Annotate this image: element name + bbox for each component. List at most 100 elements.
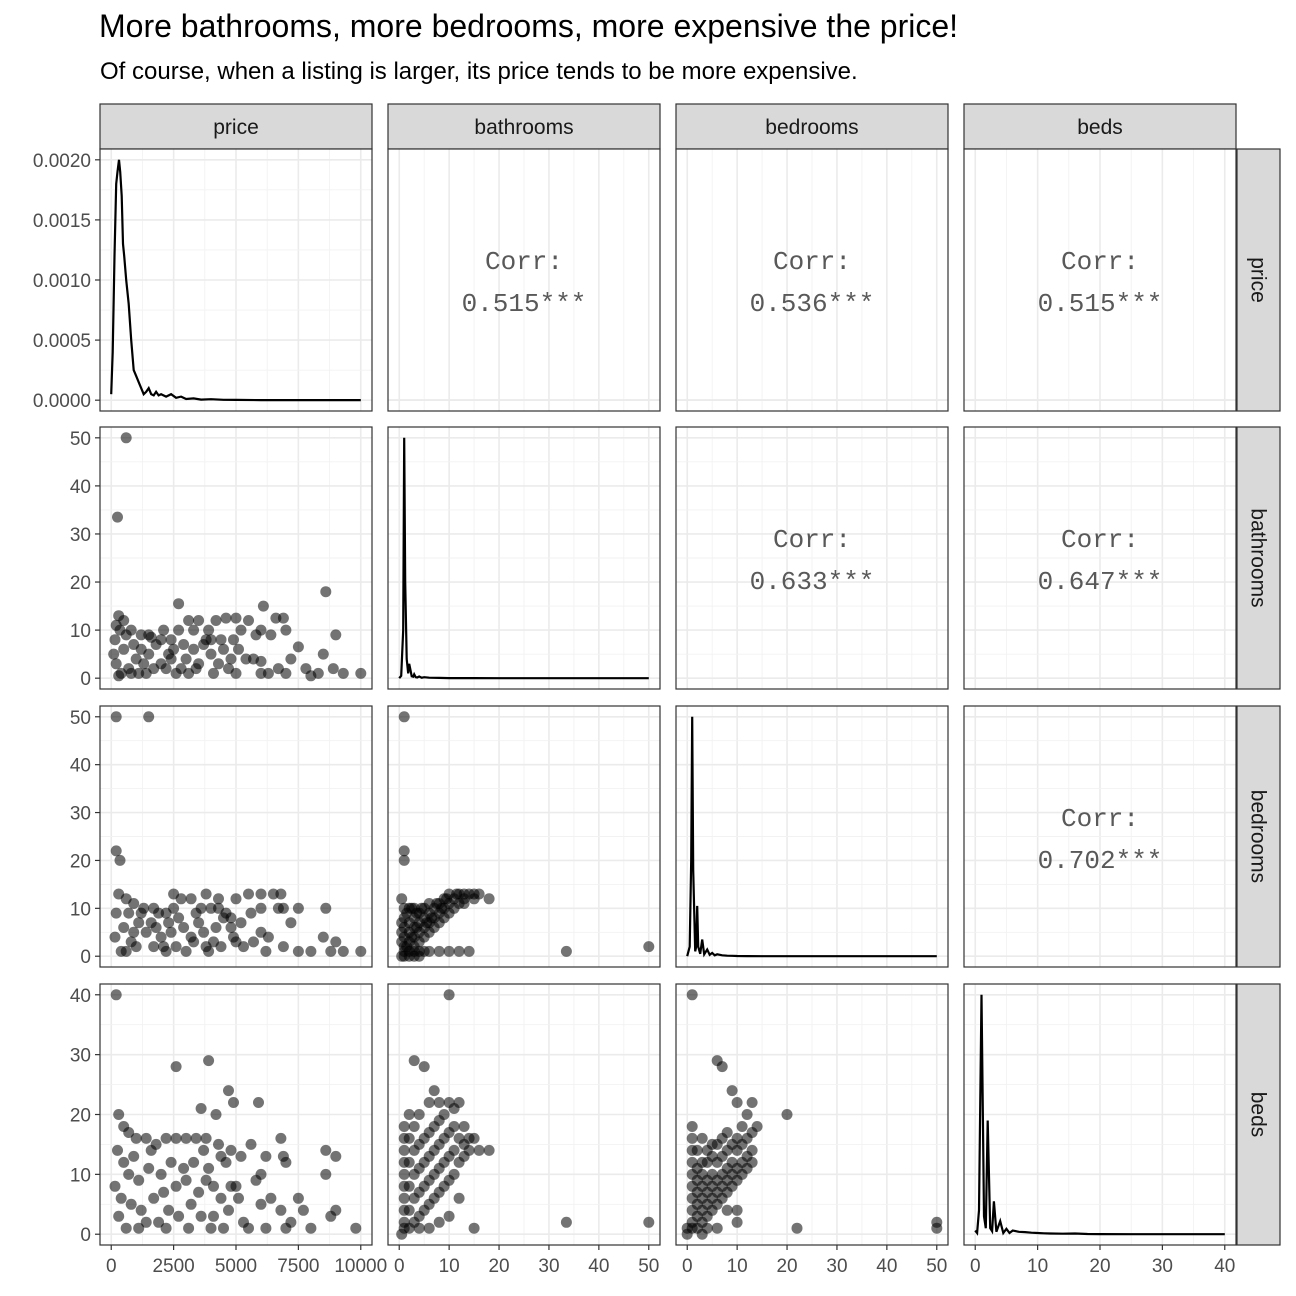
x-tick-label: 2500 <box>152 1256 194 1277</box>
scatter-point <box>160 1222 172 1234</box>
scatter-point <box>458 1121 470 1132</box>
panel-border <box>675 426 949 690</box>
chart-subtitle: Of course, when a listing is larger, its… <box>100 58 858 85</box>
scatter-point <box>113 1109 125 1120</box>
strip-top-label-price: price <box>213 116 259 139</box>
y-tick-label: 0.0005 <box>33 331 91 352</box>
scatter-point <box>128 926 140 938</box>
scatter-point <box>681 1222 693 1234</box>
scatter-point <box>330 1150 342 1162</box>
x-tick-label: 50 <box>926 1256 947 1277</box>
x-tick-label: 30 <box>538 1256 559 1277</box>
y-tick-label: 0.0000 <box>33 391 91 412</box>
panel-beds-bathrooms <box>387 983 661 1246</box>
scatter-point <box>140 926 152 938</box>
x-tick-label: 40 <box>1214 1256 1235 1277</box>
scatter-point <box>160 945 172 957</box>
scatter-point <box>243 888 254 900</box>
scatter-point <box>203 945 215 957</box>
scatter-point <box>180 653 192 665</box>
scatter-point <box>253 1097 264 1108</box>
scatter-point <box>193 1186 205 1198</box>
scatter-point <box>691 1144 703 1156</box>
scatter-point <box>143 711 155 723</box>
chart-title: More bathrooms, more bedrooms, more expe… <box>99 8 959 44</box>
scatter-point <box>110 845 122 857</box>
x-tick-label: 0 <box>682 1256 693 1277</box>
panel-bathrooms-bedrooms: Corr: 0.633*** <box>675 426 949 690</box>
scatter-point <box>183 1222 195 1234</box>
scatter-point <box>238 941 249 953</box>
strip-top-label-bedrooms: bedrooms <box>765 116 858 139</box>
scatter-point <box>213 1138 224 1150</box>
scatter-point <box>195 1210 207 1222</box>
scatter-point <box>133 1222 145 1234</box>
corr-value: 0.702*** <box>1038 846 1163 876</box>
scatter-point <box>203 1162 215 1174</box>
x-tick-label: 0 <box>970 1256 981 1277</box>
panel-border <box>963 705 1237 968</box>
scatter-point <box>721 1127 733 1138</box>
density-line-beds <box>974 994 1225 1236</box>
scatter-point <box>317 648 329 660</box>
scatter-point <box>218 1222 229 1234</box>
scatter-point <box>396 926 408 938</box>
scatter-point <box>686 989 698 1001</box>
scatter-point <box>297 1204 309 1216</box>
scatter-point <box>463 1144 475 1156</box>
x-tick-label: 20 <box>776 1256 797 1277</box>
scatter-point <box>726 1085 738 1097</box>
x-tick-label: 30 <box>826 1256 847 1277</box>
y-tick-label: 10 <box>70 621 91 642</box>
scatter-point <box>560 1216 572 1228</box>
strip-right-label-bathrooms: bathrooms <box>1247 508 1270 607</box>
scatter-point <box>228 1097 239 1108</box>
scatter-point <box>178 922 190 933</box>
panel-bathrooms-price <box>99 426 373 690</box>
density-line-price <box>110 159 361 402</box>
corr-value: 0.536*** <box>750 289 875 319</box>
scatter-point <box>443 945 455 957</box>
scatter-point <box>150 639 162 650</box>
scatter-point <box>275 1204 287 1216</box>
panel-beds-bedrooms <box>675 983 949 1246</box>
scatter-point <box>223 1204 234 1216</box>
scatter-point <box>643 1216 655 1228</box>
scatter-point <box>403 1109 415 1120</box>
panel-border <box>963 426 1237 690</box>
scatter-point <box>245 1138 257 1150</box>
scatter-point <box>413 1109 425 1120</box>
scatter-point <box>230 612 242 624</box>
corr-value: 0.633*** <box>750 567 875 597</box>
scatter-point <box>193 917 205 929</box>
scatter-point <box>403 1204 415 1216</box>
scatter-point <box>138 658 150 670</box>
scatter-point <box>208 1180 219 1192</box>
scatter-point <box>135 907 147 919</box>
scatter-point <box>428 1085 440 1097</box>
scatter-point <box>443 989 455 1001</box>
scatter-point <box>746 1156 758 1168</box>
scatter-point <box>433 1216 445 1228</box>
scatter-point <box>305 1222 317 1234</box>
scatter-point <box>150 922 162 933</box>
scatter-point <box>123 907 135 919</box>
scatter-point <box>413 1222 425 1234</box>
scatter-point <box>243 615 254 626</box>
scatter-point <box>235 1150 247 1162</box>
x-tick-label: 40 <box>588 1256 609 1277</box>
panel-border <box>387 983 661 1246</box>
panel-beds-beds <box>963 983 1237 1246</box>
y-tick-label: 10 <box>70 1165 91 1186</box>
scatter-point <box>260 1222 272 1234</box>
scatter-point <box>233 1192 244 1204</box>
scatter-point <box>433 1115 445 1126</box>
scatter-point <box>220 612 232 624</box>
scatter-point <box>398 854 410 866</box>
strip-right-bathrooms <box>1236 426 1281 690</box>
x-tick-label: 7500 <box>277 1256 319 1277</box>
scatter-point <box>140 1132 152 1144</box>
scatter-point <box>240 653 252 665</box>
scatter-point <box>451 888 463 900</box>
